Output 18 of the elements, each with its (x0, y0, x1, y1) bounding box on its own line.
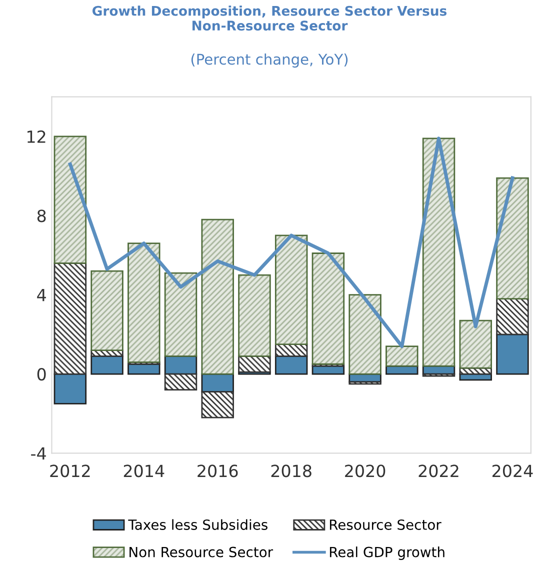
legend-label: Resource Sector (330, 519, 442, 530)
y-tick-label: 0 (37, 368, 46, 381)
x-tick-label: 2012 (50, 464, 90, 478)
legend-label: Real GDP growth (330, 546, 444, 560)
x-tick-label: 2018 (271, 464, 312, 478)
x-tick-label: 2022 (418, 464, 458, 478)
chart-title: Growth Decomposition, Resource Sector Versus Non-Resource Sector (92, 6, 447, 31)
x-tick-label: 2020 (345, 464, 386, 478)
y-tick-label: 12 (28, 130, 46, 143)
y-tick-label: 8 (37, 210, 46, 222)
legend-label: Non Resource Sector (130, 546, 274, 558)
chart-subtitle: (Percent change, YoY) (191, 53, 348, 68)
x-tick-label: 2024 (492, 464, 533, 478)
x-tick-label: 2016 (198, 464, 238, 478)
x-tick-label: 2014 (124, 464, 164, 478)
y-tick-label: 4 (37, 289, 46, 302)
legend-label: Taxes less Subsidies (128, 519, 268, 530)
y-tick-label: -4 (31, 447, 46, 460)
